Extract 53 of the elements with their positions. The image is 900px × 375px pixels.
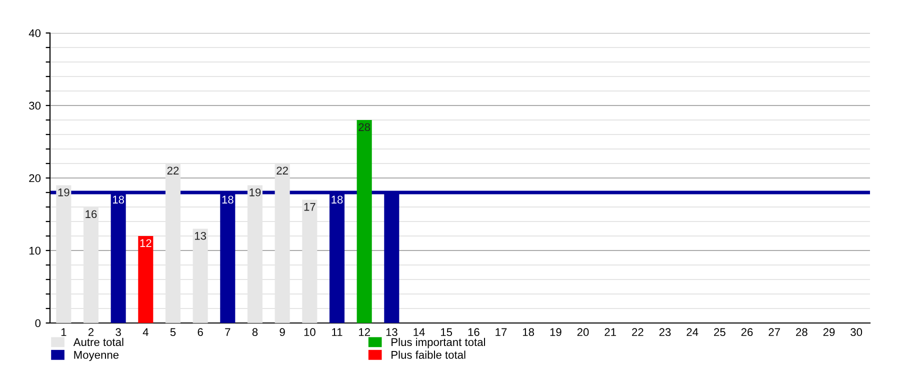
x-tick-label: 9 (280, 328, 285, 336)
x-tick-label: 6 (198, 328, 203, 336)
data-label: 22 (276, 166, 288, 174)
x-tick-label: 18 (523, 328, 534, 336)
x-tick-label: 19 (550, 328, 562, 336)
x-tick-label: 27 (768, 328, 780, 336)
x-tick-label: 23 (659, 328, 671, 336)
data-label: 16 (86, 210, 97, 218)
x-tick-label: 30 (850, 328, 862, 336)
data-label: 12 (140, 239, 152, 247)
y-tick-label: 40 (28, 29, 41, 38)
x-tick-label: 3 (116, 328, 121, 336)
x-tick-label: 22 (632, 328, 644, 336)
data-label: 28 (358, 123, 370, 132)
data-label: 13 (195, 232, 206, 240)
x-tick-label: 5 (170, 328, 176, 336)
x-tick-label: 26 (741, 328, 753, 336)
y-tick-label: 10 (29, 246, 41, 255)
x-tick-label: 12 (359, 328, 370, 336)
data-label: 19 (250, 188, 261, 196)
y-tick-label: 0 (35, 319, 41, 328)
bar (356, 120, 372, 323)
x-tick-label: 4 (142, 328, 148, 336)
legend-label: Plus important total (392, 338, 486, 348)
x-tick-label: 11 (332, 328, 342, 336)
x-tick-label: 28 (796, 328, 808, 336)
data-label: 18 (332, 196, 343, 204)
x-tick-label: 13 (386, 328, 398, 336)
y-tick-label: 30 (29, 102, 41, 110)
x-tick-label: 17 (496, 328, 507, 336)
data-label: 18 (222, 196, 234, 204)
bar (138, 236, 154, 323)
x-tick-label: 20 (577, 328, 589, 336)
y-tick-label: 20 (29, 174, 41, 182)
x-tick-label: 15 (441, 328, 452, 336)
x-tick-label: 1 (61, 328, 66, 336)
x-tick-label: 25 (714, 328, 726, 336)
data-label: 17 (304, 203, 316, 211)
x-tick-label: 8 (252, 328, 258, 336)
x-tick-label: 14 (414, 328, 425, 336)
x-tick-label: 16 (468, 328, 480, 336)
legend-label: Moyenne (74, 351, 119, 361)
data-label: 19 (58, 188, 70, 196)
x-tick-label: 10 (304, 328, 316, 336)
data-label: 18 (113, 196, 124, 204)
x-tick-label: 29 (823, 328, 835, 336)
data-label: 22 (167, 166, 179, 174)
x-tick-label: 21 (604, 328, 616, 336)
x-tick-label: 2 (88, 328, 94, 336)
legend-label: Autre total (73, 338, 124, 346)
legend-label: Plus faible total (392, 350, 466, 359)
x-tick-label: 24 (686, 328, 698, 336)
x-tick-label: 7 (225, 328, 230, 336)
